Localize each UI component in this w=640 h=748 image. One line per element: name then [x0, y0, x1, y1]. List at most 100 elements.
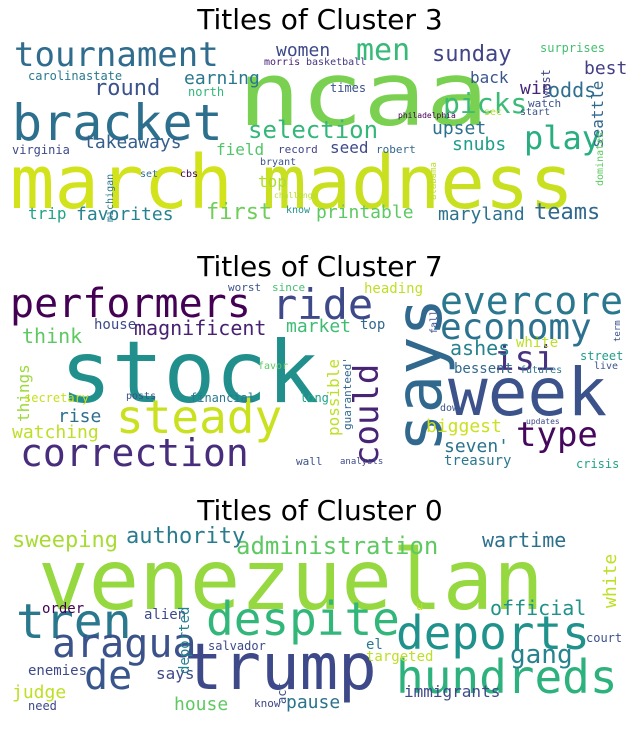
word: alien [144, 607, 187, 623]
word: deported [177, 606, 193, 674]
word: steady [116, 390, 283, 444]
word: challenge [274, 191, 318, 200]
word: sunday [432, 42, 512, 67]
word: takeaways [84, 132, 182, 153]
word: de [84, 653, 133, 699]
word: know [286, 205, 311, 216]
word: pause [286, 692, 341, 713]
word: official [490, 596, 587, 620]
word-cloud-cluster-0: venezuelan trump deports despite tren ar… [10, 526, 630, 748]
word: evercore [440, 282, 624, 323]
word: administration [236, 532, 439, 560]
word: favor [258, 361, 289, 372]
word: futures [520, 365, 563, 376]
word: secretary [24, 391, 90, 405]
word: street [580, 349, 624, 363]
word: top [360, 317, 386, 333]
word-cloud-cluster-3: march madness ncaa bracket tournament me… [10, 36, 630, 258]
word: term [613, 320, 623, 342]
word: type [516, 415, 598, 455]
word: state [86, 69, 123, 83]
word: dominates [595, 131, 606, 186]
word: wartime [482, 528, 567, 552]
word: ride [272, 282, 374, 329]
word: best [584, 58, 628, 79]
word: house [94, 317, 137, 333]
word-cloud-cluster-7: stock says week performers ride evercore… [10, 282, 630, 504]
panel-title-cluster-3: Titles of Cluster 3 [197, 3, 443, 36]
word: odds [548, 78, 597, 102]
word: white [600, 553, 621, 608]
word: times [330, 81, 367, 95]
word: carolina [28, 69, 86, 83]
word: back [470, 68, 509, 87]
word: basketball [306, 57, 367, 68]
word: west [539, 69, 553, 98]
panel-title-cluster-7: Titles of Cluster 7 [197, 250, 443, 283]
word: since [272, 282, 306, 294]
word: el [366, 637, 383, 653]
word: know [254, 697, 281, 710]
word: says [156, 664, 195, 683]
panel-title-cluster-0: Titles of Cluster 0 [197, 494, 443, 527]
word: economy [440, 307, 592, 348]
word: bessent [454, 361, 514, 377]
word: earning [184, 68, 260, 89]
word: bryant [260, 157, 297, 168]
word: deports [396, 606, 590, 660]
word: snubs [452, 134, 507, 155]
word: men [356, 36, 411, 68]
word: aragua [52, 621, 197, 667]
word: robert [376, 143, 416, 156]
word: sec [484, 107, 503, 118]
word: bracket [12, 94, 223, 152]
word: tournament [14, 36, 219, 75]
word: fall [429, 309, 440, 334]
word: dow [440, 403, 459, 414]
word: rise [58, 406, 102, 427]
word: week [448, 354, 607, 431]
word: play [524, 119, 602, 157]
word: virginia [12, 143, 70, 157]
word: set [140, 169, 159, 180]
word: north [188, 85, 225, 99]
word: ashes [450, 336, 511, 360]
word: trip [28, 204, 67, 223]
word: march [10, 140, 233, 226]
word: top [258, 172, 287, 191]
word: guaranteed' [341, 357, 354, 430]
word: favorites [76, 204, 174, 225]
word: biggest [426, 416, 502, 437]
word: madness [262, 140, 574, 226]
word: field [216, 140, 265, 159]
word: record [278, 143, 318, 156]
word: u [416, 599, 424, 613]
word: watching [12, 422, 99, 443]
word: court [586, 631, 623, 645]
word: stock [60, 323, 319, 423]
word: magnificent [134, 316, 267, 340]
word: printable [316, 202, 414, 223]
word: heading [364, 282, 424, 297]
word: round [94, 76, 161, 101]
word: women [276, 40, 331, 61]
word: teams [534, 200, 601, 225]
word: financial [190, 391, 256, 405]
word: performers [10, 282, 251, 327]
word: possible [324, 358, 343, 436]
word: think [22, 324, 83, 348]
word: philadelphia [398, 111, 456, 120]
word: start [520, 107, 551, 118]
word: immigrants [404, 682, 501, 701]
word: correction [20, 431, 249, 475]
word: updates [526, 417, 560, 426]
word: tren [16, 594, 132, 650]
word: michigan [105, 173, 116, 222]
word: long [300, 391, 329, 405]
word: alabama [429, 162, 439, 200]
word: house [174, 694, 229, 715]
word: worst [228, 282, 262, 294]
word: enemies [28, 663, 88, 679]
word: salvador [208, 639, 266, 653]
word: maryland [438, 204, 525, 225]
